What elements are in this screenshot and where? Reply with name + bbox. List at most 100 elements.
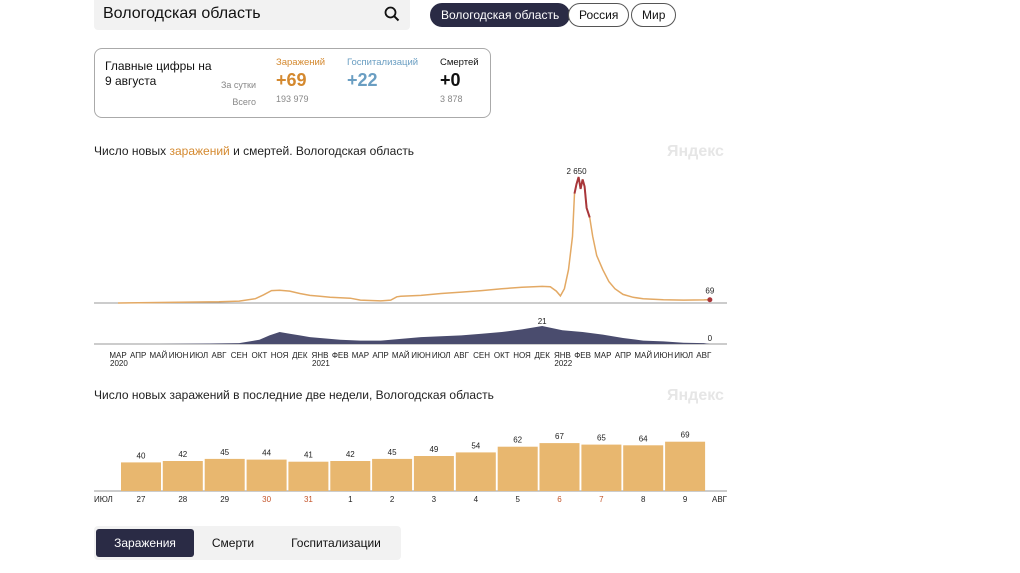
chart2-bar-value-label: 65 — [597, 434, 606, 443]
chart2-bar-value-label: 69 — [681, 431, 690, 440]
chart2-bar — [539, 443, 580, 491]
chart2-svg[interactable]: 40 27 42 28 45 29 44 30 41 31 42 1 45 2 49 3 54 4 62 5 67 6 65… — [0, 405, 1020, 510]
chart2-bar-value-label: 40 — [137, 451, 146, 460]
chart1-last-point — [707, 297, 713, 303]
metric-infections: Заражений +69 193 979 — [276, 57, 325, 104]
chart2-bar-value-label: 64 — [639, 434, 648, 443]
chart1-deaths-peak-label: 21 — [538, 317, 547, 326]
chart2-bar-value-label: 42 — [178, 450, 187, 459]
chart1-month-tick: НОЯ — [513, 351, 531, 360]
chart1-month-tick: АПР — [130, 351, 146, 360]
chart1-title-accent: заражений — [169, 144, 230, 158]
chart2-watermark: Яндекс — [667, 387, 724, 404]
chart2-bar — [121, 462, 161, 491]
chart2-bar-value-label: 42 — [346, 450, 355, 459]
chart2-bar — [246, 459, 287, 491]
search-icon[interactable] — [384, 6, 400, 22]
region-pill-world[interactable]: Мир — [631, 3, 677, 27]
chart2-bar — [623, 445, 664, 491]
chart1-month-tick: АПР — [372, 351, 388, 360]
metric-deaths: Смертей +0 3 878 — [440, 57, 479, 104]
chart1-month-tick: ЯНВ — [312, 351, 329, 360]
chart1-month-tick: ИЮН — [169, 351, 189, 360]
chart1-deaths-area — [118, 326, 710, 344]
region-pill-russia[interactable]: Россия — [568, 3, 630, 27]
summary-row-day-label: За сутки — [220, 80, 256, 90]
region-search[interactable]: Вологодская область — [94, 0, 410, 30]
chart1-month-tick: ОКТ — [252, 351, 268, 360]
chart2-day-tick: 6 — [557, 495, 562, 504]
summary-row-total-label: Всего — [232, 97, 256, 107]
chart2-bar — [665, 441, 706, 491]
chart1-infections-peak-segment — [573, 176, 591, 218]
chart1-month-tick: МАР — [109, 351, 126, 360]
chart1-month-tick: ДЕК — [292, 351, 308, 360]
chart2-day-tick: 4 — [474, 495, 479, 504]
metric-deaths-day: +0 — [440, 70, 461, 90]
chart2-bar — [497, 446, 538, 491]
chart1-month-tick: МАЙ — [392, 351, 410, 360]
chart1-deaths-last-label: 0 — [708, 334, 713, 343]
chart2-day-tick: 30 — [262, 495, 271, 504]
chart2-bar-value-label: 41 — [304, 451, 313, 460]
chart1-last-label: 69 — [705, 287, 714, 296]
chart1-month-tick: АВГ — [211, 351, 227, 360]
metric-hospitalizations: Госпитализаций +22 — [347, 57, 418, 91]
chart2-bar — [455, 452, 496, 491]
chart2-day-tick: 8 — [641, 495, 646, 504]
chart2-bar — [204, 458, 245, 491]
chart1-month-tick: МАР — [594, 351, 611, 360]
search-input[interactable]: Вологодская область — [103, 5, 261, 22]
chart1-year-label: 2020 — [110, 359, 128, 368]
chart1-month-tick: ФЕВ — [574, 351, 591, 360]
metric-deaths-name: Смертей — [440, 57, 479, 68]
metric-infections-name: Заражений — [276, 57, 326, 68]
metric-infections-day: +69 — [276, 70, 307, 90]
chart2-bar — [581, 444, 622, 491]
chart1-infections-line — [117, 176, 710, 304]
chart1-month-tick: АПР — [615, 351, 631, 360]
chart1-month-tick: МАР — [352, 351, 369, 360]
chart2-day-tick: 9 — [683, 495, 688, 504]
chart1-year-label: 2021 — [312, 359, 330, 368]
chart1-title-pre: Число новых — [94, 144, 170, 158]
chart1-month-tick: ИЮЛ — [432, 351, 451, 360]
chart2-bar — [330, 461, 371, 491]
chart1-month-tick: СЕН — [231, 351, 248, 360]
chart2-bar — [288, 461, 329, 491]
chart2-day-tick: 27 — [137, 495, 146, 504]
chart2-bar — [162, 461, 203, 491]
chart1-month-tick: ИЮН — [654, 351, 674, 360]
chart2-bar-value-label: 54 — [471, 441, 480, 450]
chart2-right-month: АВГ — [712, 495, 728, 504]
chart1-watermark: Яндекс — [667, 143, 724, 160]
chart2-bar-value-label: 49 — [429, 445, 438, 454]
chart1-month-tick: АВГ — [454, 351, 470, 360]
chart2-day-tick: 3 — [432, 495, 437, 504]
summary-card: Главные цифры на 9 августа За сутки Всег… — [94, 48, 491, 118]
chart1-month-tick: ФЕВ — [332, 351, 349, 360]
chart1-month-tick: СЕН — [473, 351, 490, 360]
chart2-day-tick: 7 — [599, 495, 604, 504]
metric-hospitalizations-name: Госпитализаций — [347, 57, 419, 68]
chart2-bar-value-label: 45 — [388, 448, 397, 457]
tab-deaths[interactable]: Смерти — [211, 536, 255, 550]
tab-hospitalizations[interactable]: Госпитализации — [291, 536, 381, 550]
region-pill-vologda[interactable]: Вологодская область — [430, 3, 571, 27]
chart2-day-tick: 29 — [220, 495, 229, 504]
chart1-month-tick: МАЙ — [634, 351, 652, 360]
chart2-day-tick: 28 — [178, 495, 187, 504]
chart1-month-tick: ИЮЛ — [674, 351, 693, 360]
chart1-title: Число новых заражений и смертей. Вологод… — [94, 144, 414, 158]
tab-infections[interactable]: Заражения — [96, 529, 194, 557]
chart1-month-tick: ЯНВ — [554, 351, 571, 360]
chart1-month-tick: ИЮН — [411, 351, 431, 360]
chart1-title-post: и смертей. Вологодская область — [229, 144, 415, 158]
chart2-bar — [372, 458, 413, 491]
chart2-bar-value-label: 67 — [555, 432, 564, 441]
chart1-month-tick: АВГ — [696, 351, 712, 360]
chart2-day-tick: 5 — [515, 495, 520, 504]
chart2-title: Число новых заражений в последние две не… — [94, 388, 494, 402]
metric-infections-total: 193 979 — [276, 94, 309, 104]
